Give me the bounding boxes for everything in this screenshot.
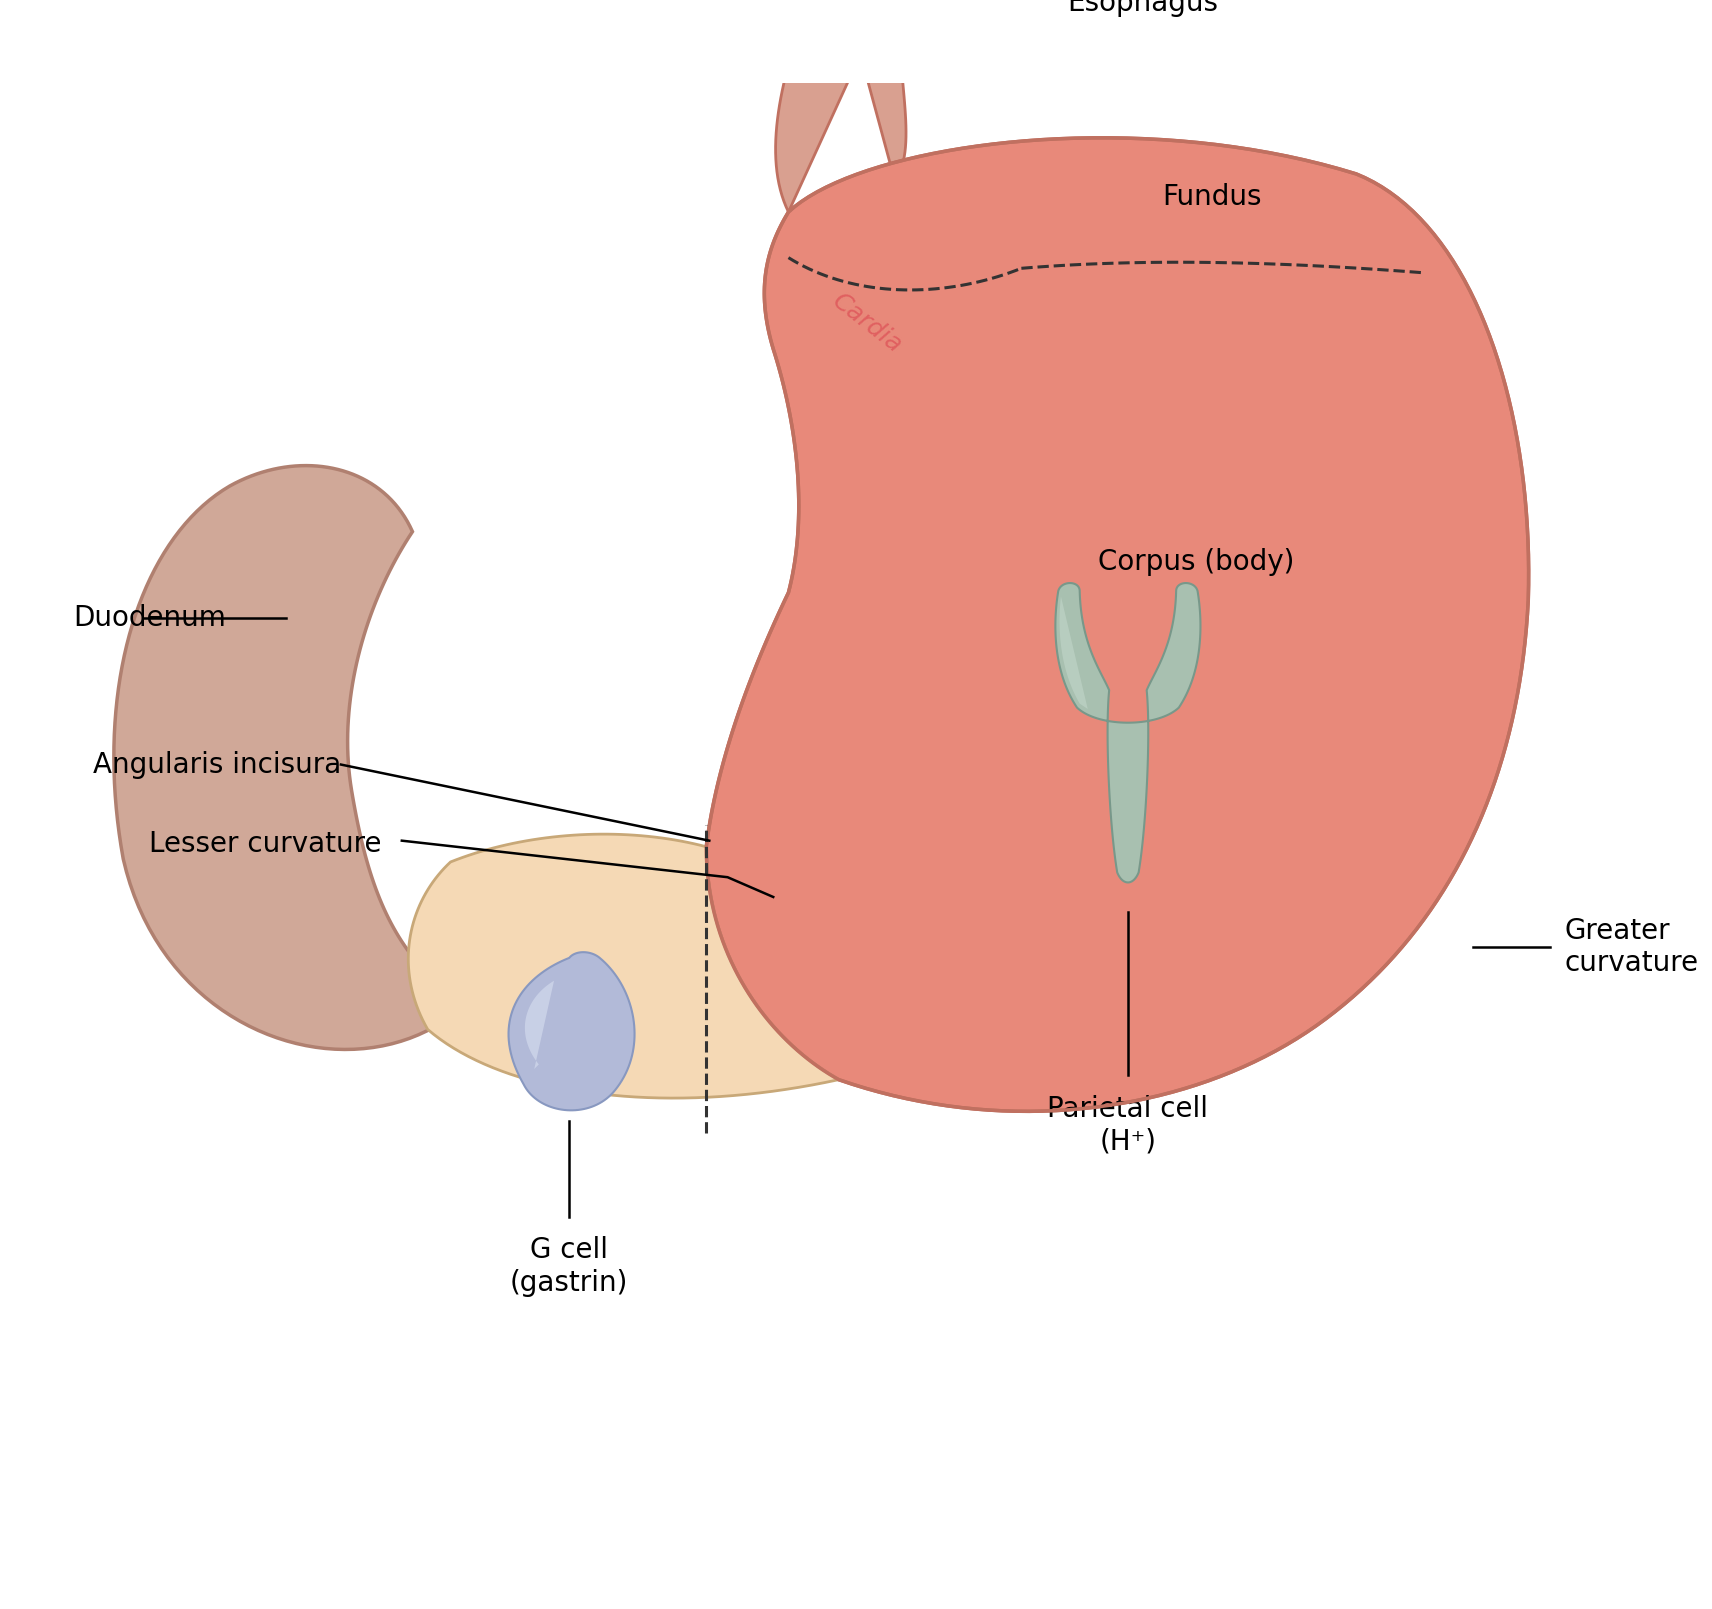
Text: Esophagus: Esophagus (1067, 0, 1217, 18)
Text: Angularis incisura: Angularis incisura (92, 750, 341, 779)
Polygon shape (707, 138, 1529, 1112)
Text: G cell
(gastrin): G cell (gastrin) (510, 1236, 628, 1297)
Text: Parietal cell
(H⁺): Parietal cell (H⁺) (1048, 1094, 1209, 1155)
Polygon shape (1055, 582, 1200, 882)
Text: Duodenum: Duodenum (74, 605, 226, 632)
Polygon shape (526, 981, 555, 1068)
Polygon shape (776, 0, 911, 212)
Text: Greater
curvature: Greater curvature (1565, 917, 1698, 977)
Text: Fundus: Fundus (1162, 183, 1262, 211)
Polygon shape (407, 833, 839, 1097)
Polygon shape (115, 465, 447, 1049)
Text: Cardia: Cardia (829, 288, 907, 357)
Text: Lesser curvature: Lesser curvature (149, 830, 382, 858)
Text: Corpus (body): Corpus (body) (1097, 549, 1294, 576)
Text: Antrum: Antrum (478, 903, 582, 930)
Polygon shape (508, 953, 635, 1110)
Polygon shape (1060, 597, 1087, 710)
